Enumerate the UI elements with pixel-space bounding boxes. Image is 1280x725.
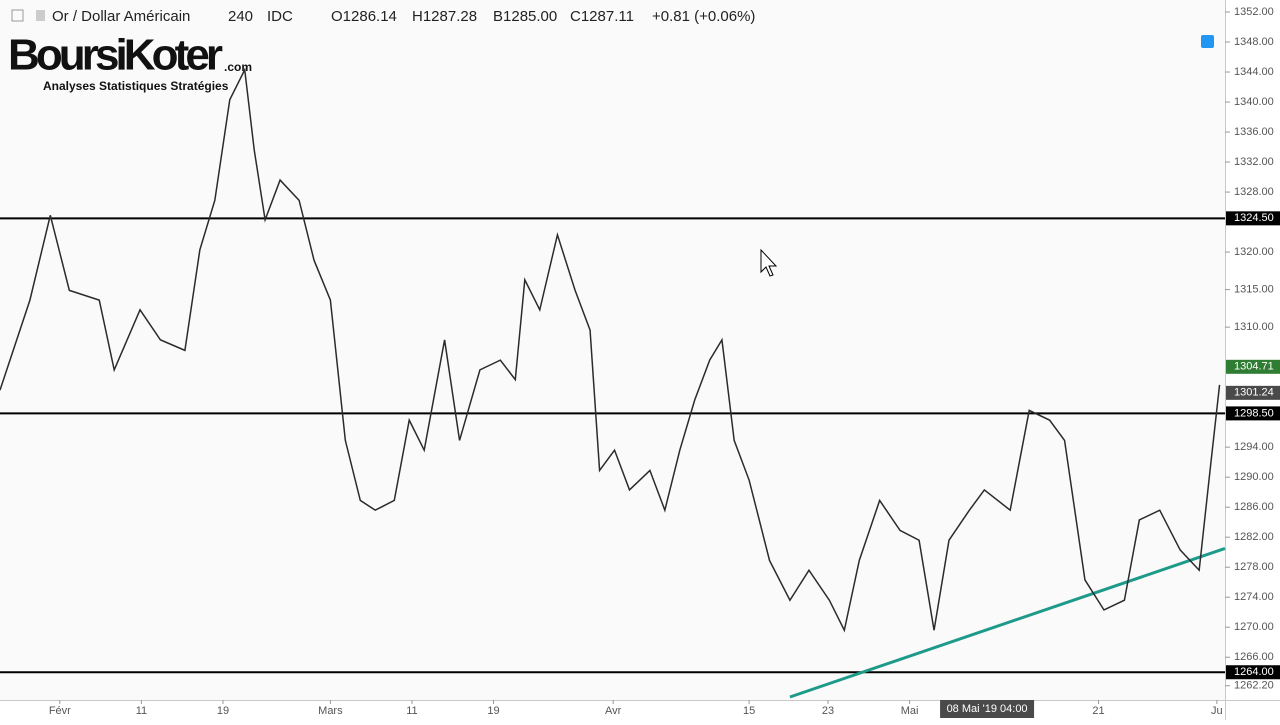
- layer: 1352.00 1348.00 1344.00 1340.00 1336.00 1332.…: [0, 6, 1280, 718]
- x-tick-label: 23: [822, 705, 834, 717]
- logo-tagline: Analyses Statistiques Stratégies: [43, 79, 229, 93]
- y-tick-label: 1282.00: [1234, 531, 1274, 543]
- plot-area: [0, 0, 1225, 700]
- y-tick-label: 1286.00: [1234, 501, 1274, 513]
- price-tag-label: 1301.24: [1234, 387, 1274, 399]
- y-tick-label: 1294.00: [1234, 441, 1274, 453]
- interval: 240: [228, 8, 253, 25]
- y-tick-label: 1278.00: [1234, 561, 1274, 573]
- y-tick-label: 1328.00: [1234, 186, 1274, 198]
- y-tick-label: 1340.00: [1234, 96, 1274, 108]
- x-tick-label: 15: [743, 705, 755, 717]
- y-tick-label: 1270.00: [1234, 621, 1274, 633]
- expand-icon[interactable]: [11, 9, 24, 22]
- ohlc-open: O1286.14: [331, 8, 397, 25]
- x-tick-label: 11: [136, 705, 147, 717]
- logo-name: BoursiKoter: [8, 31, 223, 80]
- crosshair-tag: [940, 700, 1035, 718]
- ohlc-change: +0.81 (+0.06%): [652, 8, 755, 25]
- cursor: [760, 248, 778, 277]
- level-tag: [1226, 211, 1280, 226]
- symbol: Or / Dollar Américain: [52, 8, 190, 25]
- drag-handle[interactable]: [36, 10, 45, 21]
- price-tag-label: 1304.71: [1234, 361, 1274, 373]
- x-tick-label: Ju: [1211, 705, 1223, 717]
- x-tick-label: Mai: [901, 705, 919, 717]
- x-tick-label: 19: [487, 705, 499, 717]
- ohlc-close: C1287.11: [570, 8, 634, 25]
- x-tick-label: Févr: [49, 705, 71, 717]
- ohlc-high: H1287.28: [412, 8, 477, 25]
- level-tag: [1226, 665, 1280, 680]
- crosshair-label: 08 Mai '19 04:00: [947, 703, 1028, 715]
- y-tick-label: 1266.00: [1234, 651, 1274, 663]
- level-tag: [1226, 406, 1280, 421]
- y-tick-label: 1336.00: [1234, 126, 1274, 138]
- y-tick-label: 1274.00: [1234, 591, 1274, 603]
- y-tick-label: 1310.00: [1234, 321, 1274, 333]
- x-tick-label: Mars: [318, 705, 343, 717]
- price-line: [0, 67, 1221, 633]
- ohlc-low: B1285.00: [493, 8, 557, 25]
- price-tag: [1226, 359, 1280, 374]
- level-label: 1264.00: [1234, 666, 1274, 678]
- x-tick-label: 11: [406, 705, 417, 717]
- level-label: 1298.50: [1234, 407, 1274, 419]
- y-tick-label: 1348.00: [1234, 36, 1274, 48]
- level-label: 1324.50: [1234, 212, 1274, 224]
- y-tick-label: 1315.00: [1234, 284, 1274, 296]
- y-tick-label: 1262.20: [1234, 680, 1274, 692]
- y-tick-label: 1352.00: [1234, 6, 1274, 18]
- price-tag: [1226, 385, 1280, 400]
- y-tick-label: 1332.00: [1234, 156, 1274, 168]
- y-tick-label: 1290.00: [1234, 471, 1274, 483]
- trendline: [789, 547, 1226, 699]
- x-tick-label: Avr: [605, 705, 622, 717]
- logo-suffix: .com: [224, 60, 252, 74]
- x-tick-label: 21: [1092, 705, 1104, 717]
- source[interactable]: IDC: [267, 8, 293, 25]
- y-tick-label: 1344.00: [1234, 66, 1274, 78]
- y-tick-label: 1320.00: [1234, 246, 1274, 258]
- x-tick-label: 19: [217, 705, 229, 717]
- scroll-button[interactable]: [1201, 35, 1214, 48]
